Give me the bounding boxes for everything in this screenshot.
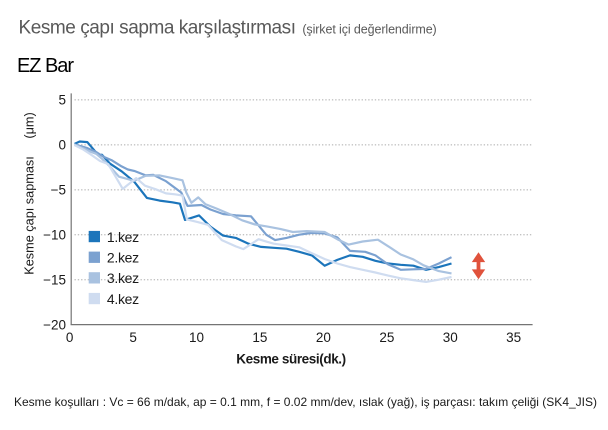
svg-text:5: 5 [58, 93, 66, 108]
svg-text:4.kez: 4.kez [107, 291, 139, 307]
svg-text:0: 0 [58, 138, 66, 153]
svg-text:−20: −20 [43, 317, 66, 332]
svg-text:1.kez: 1.kez [107, 229, 139, 245]
svg-text:−5: −5 [51, 183, 66, 198]
svg-text:−15: −15 [43, 273, 66, 288]
svg-text:5: 5 [129, 330, 137, 345]
svg-text:Kesme koşulları : Vc = 66 m/da: Kesme koşulları : Vc = 66 m/dak, ap = 0.… [14, 395, 597, 409]
svg-text:Kesme süresi(dk.): Kesme süresi(dk.) [236, 352, 346, 367]
svg-text:2.kez: 2.kez [107, 250, 139, 266]
svg-text:Kesme çapı sapma karşılaştırma: Kesme çapı sapma karşılaştırması (şirket… [19, 18, 437, 39]
svg-text:EZ Bar: EZ Bar [17, 55, 74, 77]
svg-text:Kesme çapı sapması (μm): Kesme çapı sapması (μm) [23, 112, 37, 274]
svg-text:25: 25 [379, 330, 394, 345]
svg-text:0: 0 [66, 330, 74, 345]
svg-text:3.kez: 3.kez [107, 270, 139, 286]
svg-text:15: 15 [252, 330, 267, 345]
svg-text:20: 20 [316, 330, 331, 345]
svg-text:10: 10 [189, 330, 204, 345]
svg-text:30: 30 [443, 330, 458, 345]
svg-text:−10: −10 [43, 228, 66, 243]
svg-text:35: 35 [506, 330, 521, 345]
